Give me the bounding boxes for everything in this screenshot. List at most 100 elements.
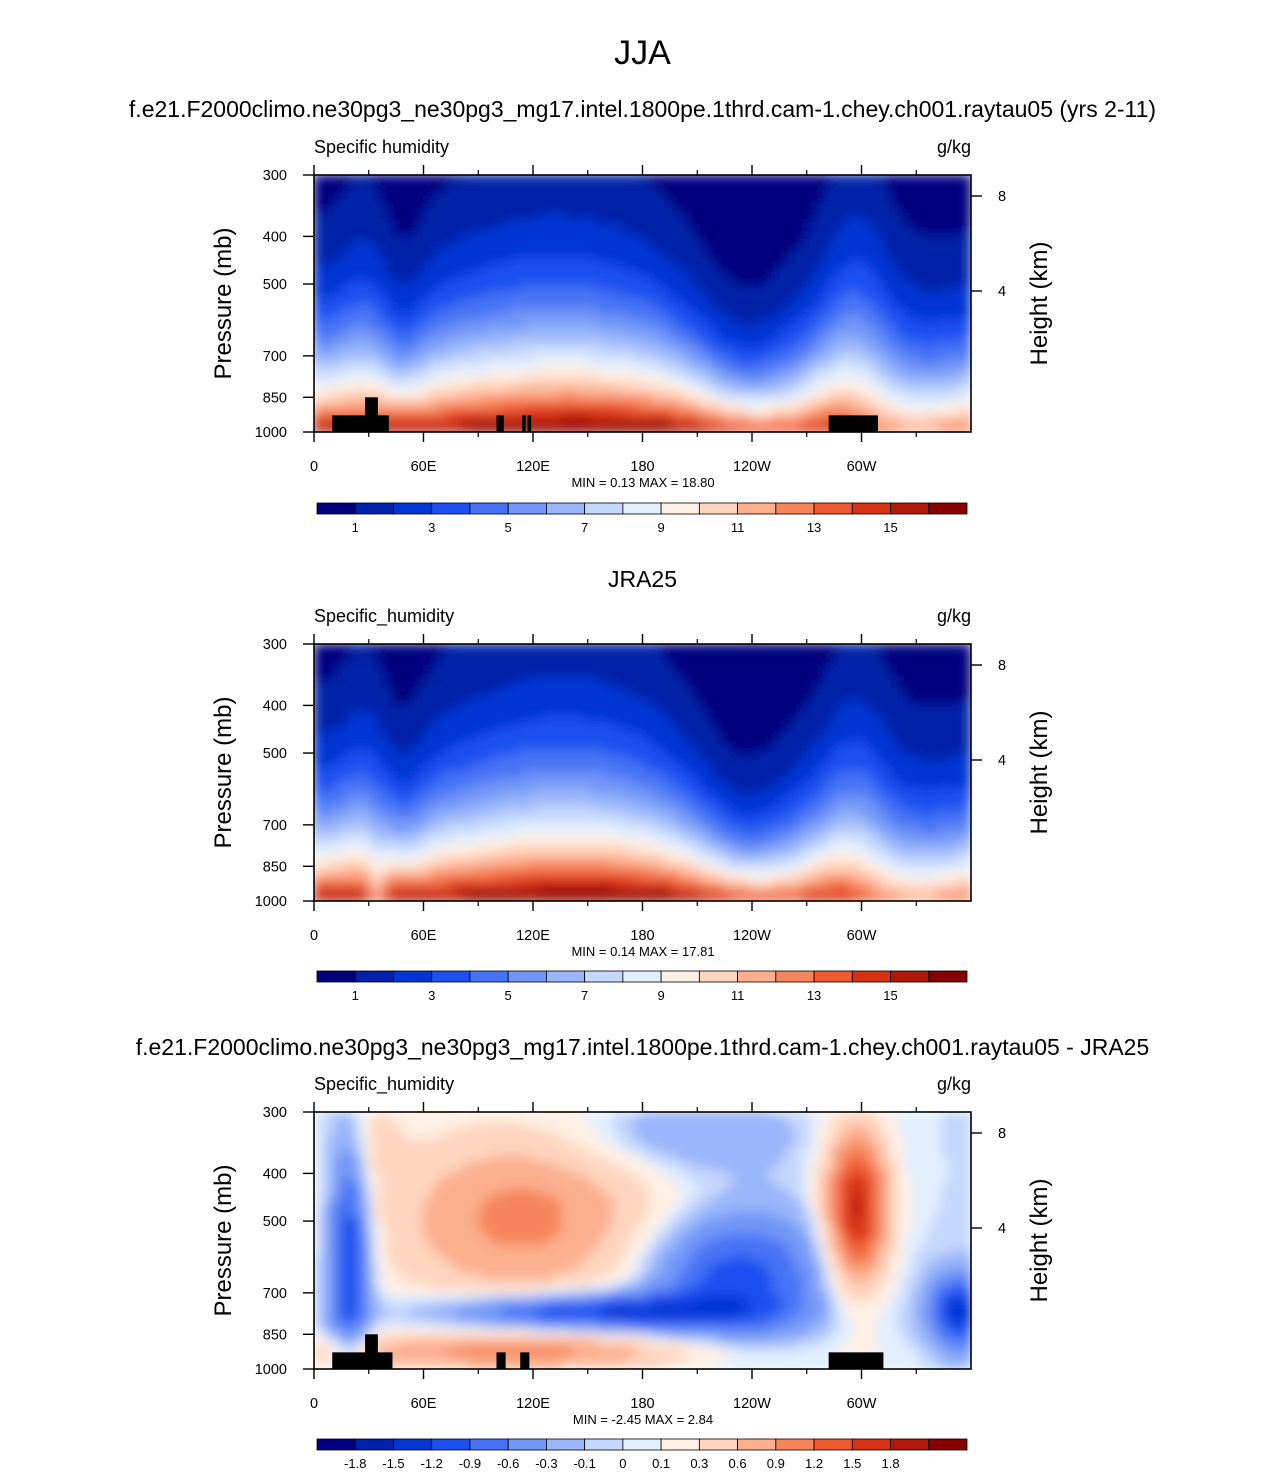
field-cell: [532, 179, 542, 188]
field-cell: [314, 654, 323, 662]
field-cell: [707, 408, 717, 417]
field-cell: [940, 252, 951, 260]
field-cell: [575, 386, 586, 394]
field-cell: [342, 698, 352, 707]
field-cell: [378, 737, 388, 746]
field-cell: [546, 213, 556, 221]
field-cell: [780, 408, 790, 417]
field-cell: [758, 213, 768, 221]
field-cell: [875, 296, 885, 305]
field-cell: [320, 313, 330, 322]
field-cell: [349, 805, 359, 813]
field-cell: [948, 175, 958, 182]
field-cell: [451, 280, 461, 288]
field-cell: [940, 313, 951, 322]
field-cell: [517, 380, 527, 389]
field-cell: [772, 196, 783, 204]
field-cell: [459, 246, 469, 255]
field-cell: [772, 213, 783, 221]
colorbar: 1 3 5 7 9 11 13 15: [316, 502, 968, 535]
field-cell: [853, 380, 863, 389]
field-cell: [429, 665, 440, 673]
field-cell: [962, 425, 971, 432]
field-cell: [437, 386, 447, 394]
field-cell: [327, 760, 337, 768]
field-cell: [429, 654, 440, 662]
field-cell: [314, 263, 323, 271]
field-cell: [320, 732, 330, 740]
field-cell: [780, 347, 790, 355]
field-cell: [663, 257, 673, 266]
field-cell: [583, 185, 593, 193]
max-label: MAX =: [639, 475, 682, 490]
field-cell: [656, 313, 666, 322]
field-cell: [429, 190, 440, 199]
field-cell: [648, 263, 659, 271]
field-cell: [524, 391, 534, 400]
field-cell: [714, 207, 724, 216]
field-cell: [911, 175, 921, 182]
field-cell: [524, 274, 534, 283]
field-cell: [356, 710, 367, 718]
colorbar-box: [546, 502, 586, 515]
field-cell: [663, 347, 673, 355]
field-cell: [816, 319, 826, 327]
field-cell: [378, 793, 388, 802]
field-cell: [816, 175, 826, 182]
field-cell: [692, 252, 702, 260]
field-cell: [948, 280, 958, 288]
field-cell: [327, 175, 337, 182]
field-cell: [772, 408, 783, 417]
field-cell: [327, 743, 337, 752]
field-cell: [802, 363, 812, 372]
field-cell: [349, 777, 359, 785]
field-cell: [626, 246, 637, 255]
field-cell: [714, 403, 724, 411]
field-cell: [853, 291, 863, 299]
field-cell: [933, 196, 943, 204]
field-cell: [502, 285, 513, 294]
field-cell: [356, 810, 367, 819]
field-cell: [437, 408, 447, 417]
field-cell: [553, 347, 564, 355]
field-cell: [524, 296, 534, 305]
field-cell: [320, 403, 330, 411]
field-cell: [933, 263, 943, 271]
field-cell: [314, 872, 323, 880]
field-cell: [845, 280, 856, 288]
field-cell: [524, 257, 534, 266]
field-cell: [480, 268, 491, 277]
field-cell: [575, 235, 586, 244]
field-cell: [707, 175, 717, 182]
field-cell: [422, 704, 432, 713]
field-cell: [955, 241, 965, 249]
field-cell: [327, 185, 337, 193]
field-cell: [648, 213, 659, 221]
field-cell: [466, 190, 476, 199]
field-cell: [831, 257, 841, 266]
field-cell: [933, 358, 943, 366]
field-cell: [532, 341, 542, 350]
field-cell: [422, 419, 432, 428]
field-cell: [364, 721, 374, 729]
field-cell: [685, 347, 695, 355]
field-cell: [583, 302, 593, 311]
field-cell: [663, 403, 673, 411]
colorbar-box: [354, 502, 394, 515]
field-cell: [816, 375, 826, 383]
field-cell: [816, 207, 826, 216]
field-cell: [729, 391, 739, 400]
field-cell: [466, 363, 476, 372]
field-cell: [962, 352, 971, 361]
field-cell: [349, 816, 359, 824]
field-cell: [824, 285, 834, 294]
field-cell: [707, 252, 717, 260]
field-cell: [772, 397, 783, 406]
field-cell: [678, 403, 688, 411]
field-cell: [626, 403, 637, 411]
field-cell: [444, 358, 454, 366]
field-cell: [816, 302, 826, 311]
field-cell: [415, 849, 425, 858]
field-cell: [480, 302, 491, 311]
field-cell: [400, 207, 410, 216]
